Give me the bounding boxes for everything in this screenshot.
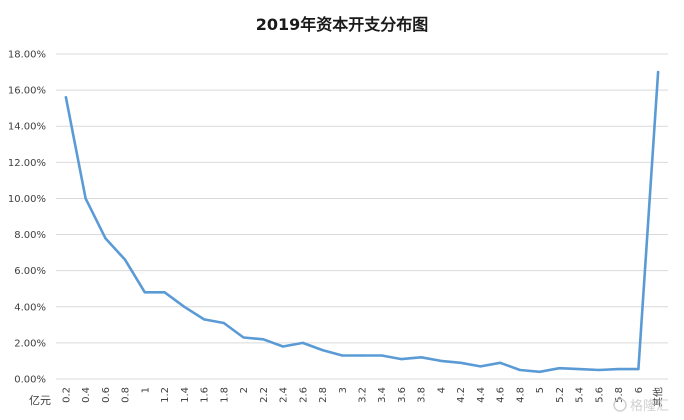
y-tick-label: 10.00% [8,194,46,205]
y-tick-label: 8.00% [14,230,46,241]
x-tick-label: 1.6 [200,387,211,403]
data-point [321,348,324,352]
y-tick-label: 4.00% [14,302,46,313]
x-tick-label: 2.8 [318,387,329,403]
data-point [64,96,68,99]
data-point [341,354,344,357]
x-tick-label: 5.4 [575,387,586,403]
data-point [262,338,265,341]
x-tick-label: 2.2 [259,387,270,403]
x-tick-label: 3.8 [417,387,428,403]
data-point [420,356,423,359]
x-tick-label: 3 [338,387,349,393]
watermark: 格隆汇 [613,398,669,414]
x-tick-label: 0.8 [121,387,132,403]
x-tick-label: 5.6 [594,387,605,403]
data-point [163,291,166,294]
data-point [439,359,443,363]
x-tick-label: 5 [535,387,546,393]
x-tick-label: 1.4 [180,387,191,403]
x-tick-label: 4.4 [476,387,487,403]
x-tick-label: 4.8 [515,387,526,403]
y-tick-label: 14.00% [8,122,46,133]
data-point [143,291,147,294]
y-axis-ticks: 0.00% 2.00% 4.00% 6.00% 8.00% 10.00% 12.00% 14.… [8,50,46,386]
gridlines [56,53,668,380]
x-tick-label: 1 [140,387,151,393]
series-line [64,70,660,374]
x-tick-label: 2.4 [279,387,290,403]
data-point [498,361,502,364]
data-point [222,321,226,325]
data-point [123,258,127,262]
data-point [459,361,462,364]
data-point [301,341,304,345]
y-tick-label: 0.00% [14,375,46,386]
y-tick-label: 18.00% [8,50,46,61]
data-point [104,236,107,240]
series-layer [64,70,660,374]
x-tick-label: 4.2 [456,387,467,403]
x-tick-label: 6 [634,387,645,393]
y-tick-label: 2.00% [14,338,46,349]
data-point [360,354,364,357]
x-tick-label: 4 [436,387,447,393]
data-point [242,336,245,339]
data-point [479,365,482,368]
data-point [281,345,285,348]
x-tick-label: 0.2 [61,387,72,403]
x-tick-label: 2.6 [298,387,309,403]
watermark-text: 格隆汇 [630,398,669,414]
x-tick-label: 1.2 [160,387,171,403]
x-tick-label: 5.8 [614,387,625,403]
x-tick-label: 3.6 [397,387,408,403]
data-point [538,370,541,373]
y-tick-label: 16.00% [8,86,46,97]
data-point [202,318,206,321]
y-tick-label: 12.00% [8,158,46,169]
watermark-logo-icon [613,398,627,412]
data-point [400,357,403,361]
x-axis-unit-label: 亿元 [29,394,51,407]
x-tick-label: 0.6 [101,387,112,403]
x-tick-label: 其他 [652,387,665,407]
x-tick-label: 5.2 [555,387,566,403]
data-point [617,367,620,371]
x-tick-label: 3.2 [358,387,369,403]
x-tick-label: 0.4 [81,387,92,403]
x-tick-label: 1.8 [219,387,230,403]
data-point [558,366,561,370]
x-tick-label: 4.6 [496,387,507,403]
x-tick-label: 2 [239,387,250,393]
x-tick-label: 3.4 [377,387,388,403]
data-point [656,70,660,74]
y-tick-label: 6.00% [14,266,46,277]
data-point [84,197,87,200]
data-point [637,367,640,371]
data-point [518,368,522,372]
x-axis-ticks: 0.2 0.4 0.6 0.8 1 1.2 1.4 1.6 1.8 2 2.2 2.4 2.6 2.8 3 3… [61,387,664,407]
data-point [577,367,581,371]
chart-title: 2019年资本开支分布图 [256,15,429,34]
data-point [597,368,601,372]
data-point [183,305,186,308]
data-point [380,354,383,357]
